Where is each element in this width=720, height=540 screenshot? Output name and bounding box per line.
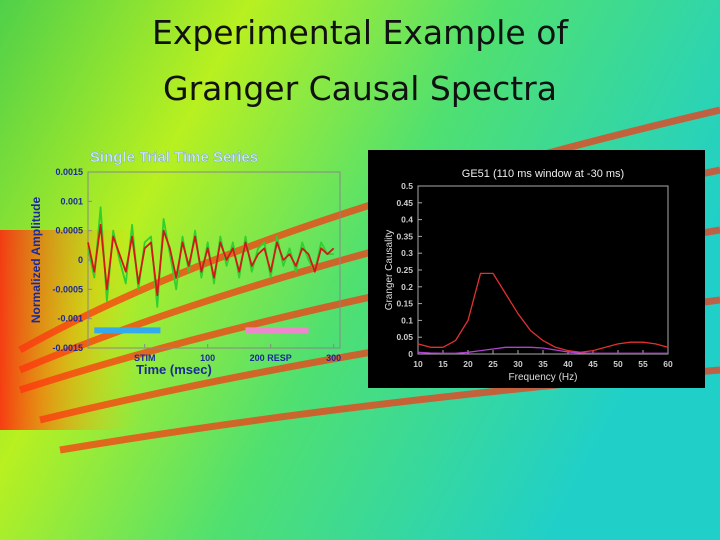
series-line bbox=[417, 346, 668, 354]
y-tick-label: 0.45 bbox=[396, 198, 413, 208]
x-tick-label: 10 bbox=[413, 359, 423, 369]
series-line bbox=[417, 272, 669, 353]
y-axis-label: Normalized Amplitude bbox=[29, 197, 43, 324]
x-tick-label: 25 bbox=[488, 359, 498, 369]
y-tick-label: 0.15 bbox=[396, 299, 413, 309]
x-tick-label: 100 bbox=[200, 353, 215, 363]
y-tick-label: 0 bbox=[408, 349, 413, 359]
x-tick-label: 60 bbox=[663, 359, 673, 369]
y-tick-label: 0 bbox=[78, 255, 83, 265]
x-tick-label: 35 bbox=[538, 359, 548, 369]
slide-title: Granger Causal Spectra bbox=[163, 69, 557, 108]
x-tick-label: 30 bbox=[513, 359, 523, 369]
x-axis-label: Time (msec) bbox=[136, 362, 212, 377]
chart-title: Single Trial Time Series bbox=[90, 149, 258, 166]
x-tick-label: 40 bbox=[563, 359, 573, 369]
x-tick-label: 200 RESP bbox=[250, 353, 292, 363]
y-tick-label: -0.0015 bbox=[52, 343, 83, 353]
y-tick-label: 0.5 bbox=[401, 181, 413, 191]
y-tick-label: 0.2 bbox=[401, 282, 413, 292]
y-tick-label: -0.0005 bbox=[52, 284, 83, 294]
y-tick-label: 0.35 bbox=[396, 231, 413, 241]
x-tick-label: 50 bbox=[613, 359, 623, 369]
y-tick-label: 0.4 bbox=[401, 215, 413, 225]
y-tick-label: 0.0005 bbox=[55, 226, 83, 236]
y-tick-label: 0.05 bbox=[396, 332, 413, 342]
x-tick-label: 45 bbox=[588, 359, 598, 369]
y-tick-label: 0.0015 bbox=[55, 167, 83, 177]
y-axis-label: Granger Causality bbox=[384, 230, 395, 311]
chart-title: GE51 (110 ms window at -30 ms) bbox=[462, 168, 624, 180]
y-tick-label: 0.25 bbox=[396, 265, 413, 275]
y-tick-label: 0.1 bbox=[401, 315, 413, 325]
x-tick-label: 20 bbox=[463, 359, 473, 369]
y-tick-label: 0.3 bbox=[401, 248, 413, 258]
series-line bbox=[87, 223, 335, 297]
chart-panel bbox=[368, 150, 705, 388]
x-tick-label: STIM bbox=[134, 353, 156, 363]
x-tick-label: 15 bbox=[438, 359, 448, 369]
x-tick-label: 300 bbox=[326, 353, 341, 363]
y-tick-label: 0.001 bbox=[60, 196, 83, 206]
slide-title: Experimental Example of bbox=[152, 13, 569, 52]
x-axis-label: Frequency (Hz) bbox=[509, 372, 578, 383]
x-tick-label: 55 bbox=[638, 359, 648, 369]
y-tick-label: -0.001 bbox=[57, 314, 83, 324]
